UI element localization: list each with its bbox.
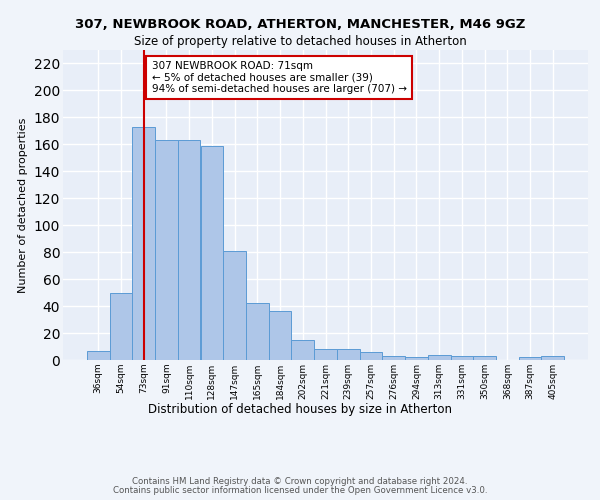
Bar	[359, 352, 382, 360]
Bar	[405, 358, 428, 360]
Text: Distribution of detached houses by size in Atherton: Distribution of detached houses by size …	[148, 402, 452, 415]
Bar	[473, 356, 496, 360]
Text: Contains HM Land Registry data © Crown copyright and database right 2024.: Contains HM Land Registry data © Crown c…	[132, 477, 468, 486]
Bar	[155, 140, 178, 360]
Text: 307, NEWBROOK ROAD, ATHERTON, MANCHESTER, M46 9GZ: 307, NEWBROOK ROAD, ATHERTON, MANCHESTER…	[75, 18, 525, 30]
Bar	[269, 312, 292, 360]
Bar	[337, 349, 359, 360]
Bar	[382, 356, 405, 360]
Bar	[246, 304, 269, 360]
Bar	[110, 292, 133, 360]
Text: Size of property relative to detached houses in Atherton: Size of property relative to detached ho…	[134, 35, 466, 48]
Text: 307 NEWBROOK ROAD: 71sqm
← 5% of detached houses are smaller (39)
94% of semi-de: 307 NEWBROOK ROAD: 71sqm ← 5% of detache…	[152, 61, 407, 94]
Bar	[292, 340, 314, 360]
Bar	[518, 358, 541, 360]
Bar	[314, 349, 337, 360]
Bar	[428, 354, 451, 360]
Bar	[541, 356, 564, 360]
Bar	[87, 350, 110, 360]
Bar	[200, 146, 223, 360]
Bar	[223, 251, 246, 360]
Bar	[178, 140, 200, 360]
Bar	[451, 356, 473, 360]
Text: Contains public sector information licensed under the Open Government Licence v3: Contains public sector information licen…	[113, 486, 487, 495]
Bar	[133, 127, 155, 360]
Y-axis label: Number of detached properties: Number of detached properties	[18, 118, 28, 292]
